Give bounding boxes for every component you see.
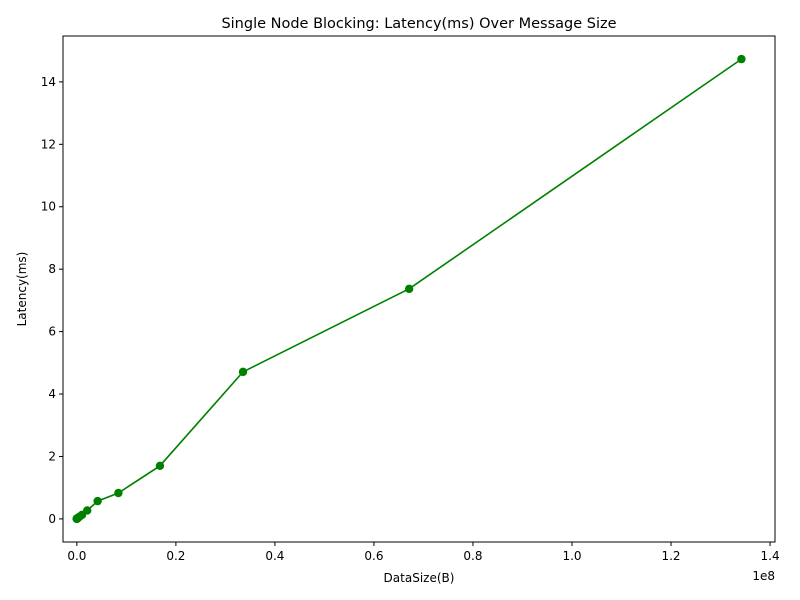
data-point: [155, 461, 165, 471]
data-point: [83, 506, 92, 515]
chart-title: Single Node Blocking: Latency(ms) Over M…: [221, 16, 616, 32]
x-axis-offset-label: 1e8: [752, 569, 775, 583]
x-tick-label: 1.2: [661, 549, 680, 563]
y-tick-label: 10: [41, 200, 56, 214]
y-tick-label: 6: [48, 325, 56, 339]
x-axis: 0.0 0.2 0.4 0.6 0.8 1.0 1.2 1.4: [67, 542, 780, 563]
y-tick-label: 2: [48, 449, 56, 463]
data-point: [114, 488, 123, 498]
data-point: [737, 54, 746, 64]
data-point: [93, 496, 102, 506]
plot-area: [72, 54, 746, 523]
y-tick-label: 4: [48, 387, 56, 401]
y-axis: 0 2 4 6 8 10 12 14: [41, 75, 63, 526]
plot-frame: [62, 35, 776, 543]
y-tick-label: 14: [41, 75, 56, 89]
y-tick-label: 8: [48, 262, 56, 276]
data-point: [238, 367, 248, 377]
x-axis-label: DataSize(B): [384, 571, 455, 585]
x-tick-label: 0.0: [67, 549, 86, 563]
x-tick-label: 0.2: [166, 549, 185, 563]
data-point: [404, 284, 414, 294]
x-tick-label: 0.8: [463, 549, 482, 563]
y-tick-label: 12: [41, 137, 56, 151]
y-tick-label: 0: [48, 512, 56, 526]
x-tick-label: 1.0: [562, 549, 581, 563]
x-tick-label: 0.6: [364, 549, 383, 563]
y-axis-label: Latency(ms): [15, 252, 29, 327]
x-tick-label: 0.4: [265, 549, 284, 563]
x-tick-label: 1.4: [761, 549, 780, 563]
